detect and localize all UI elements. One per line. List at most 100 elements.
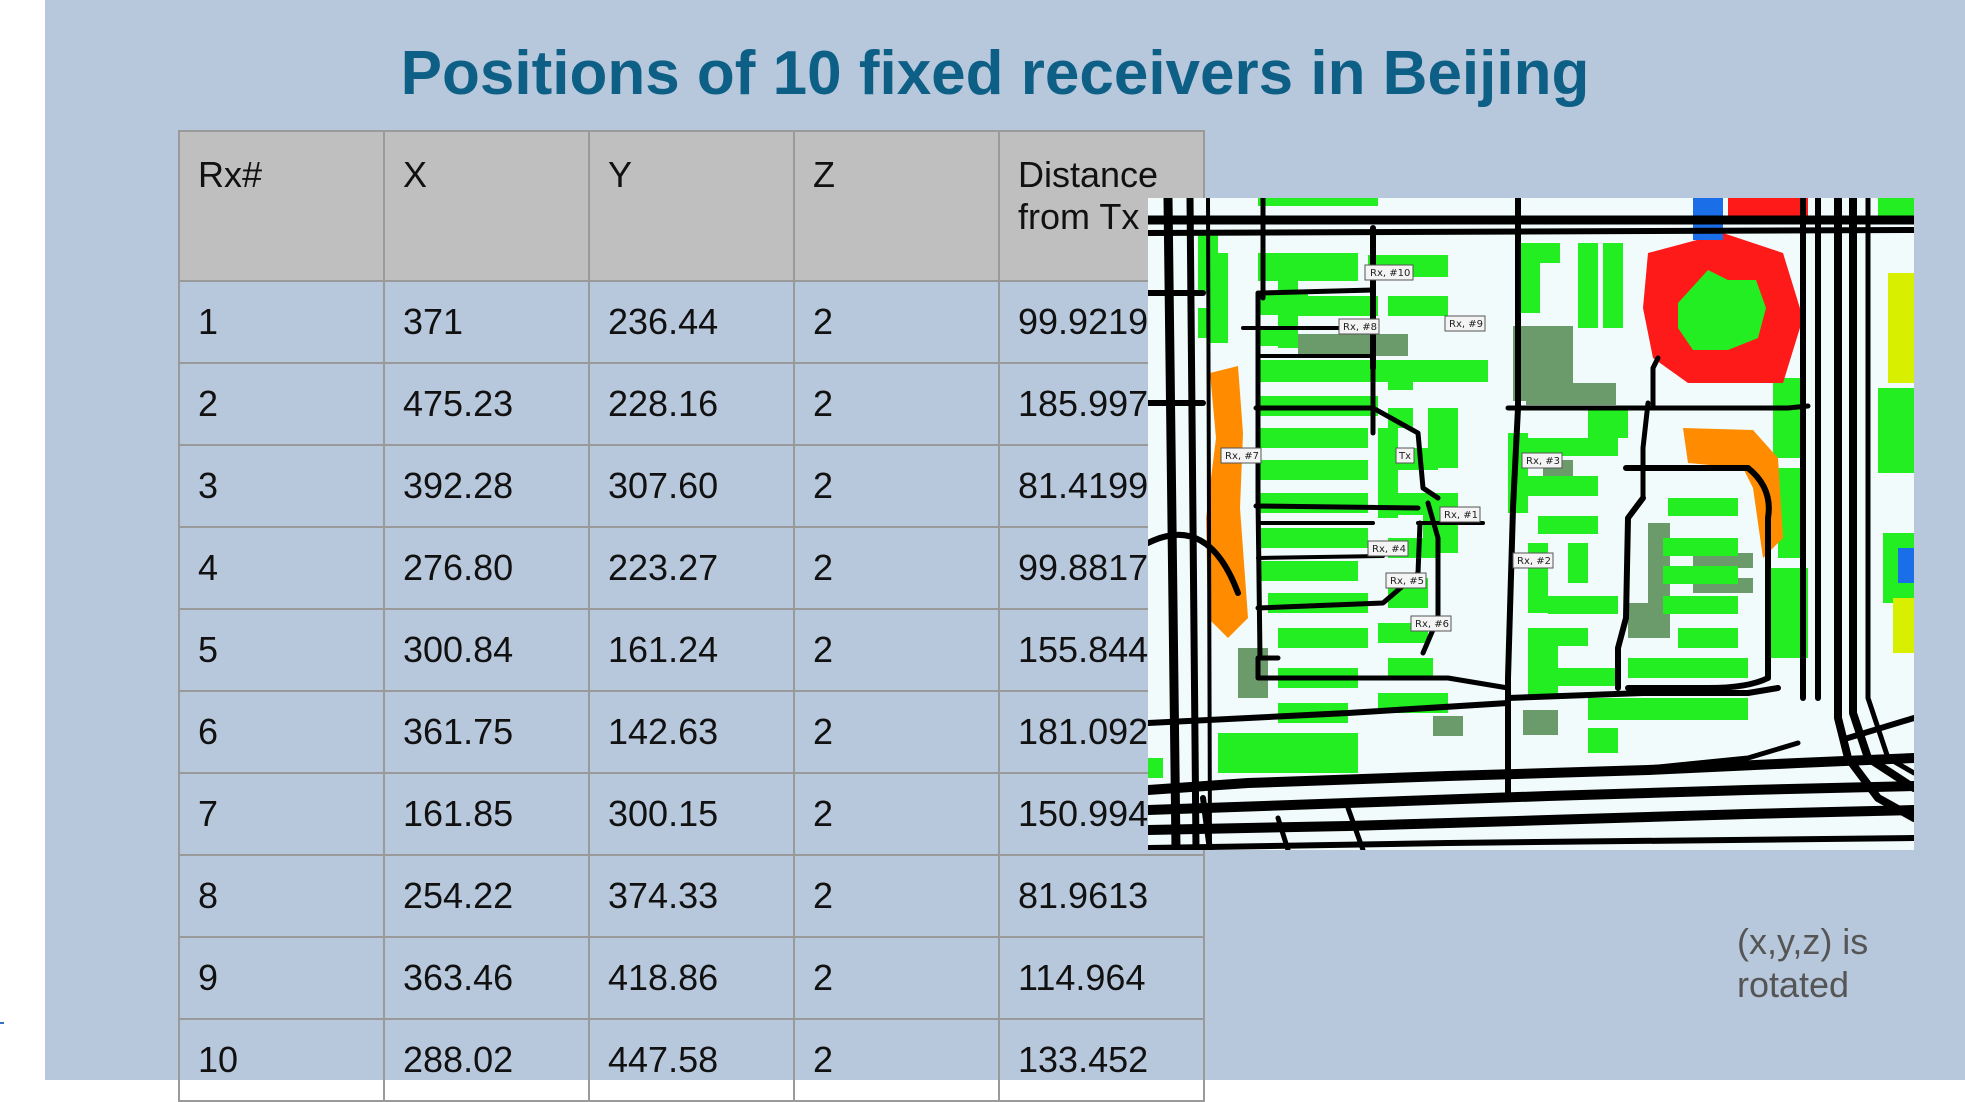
- z-cell: 2: [793, 526, 1000, 610]
- rx3-marker: Rx, #3: [1521, 452, 1563, 469]
- beijing-map: Rx, #10 Rx, #8 Rx, #9 Rx, #7 Tx: [1148, 198, 1914, 850]
- z-cell: 2: [793, 772, 1000, 856]
- tx-label: Tx: [1398, 451, 1411, 462]
- rotation-note: (x,y,z) is rotated: [1737, 920, 1868, 1006]
- rx8-label: Rx, #8: [1343, 322, 1377, 333]
- roads: [1148, 198, 1914, 850]
- x-cell: 288.02: [383, 1018, 590, 1102]
- red-courtyard: [1678, 270, 1766, 350]
- x-cell: 300.84: [383, 608, 590, 692]
- y-cell: 447.58: [588, 1018, 795, 1102]
- z-cell: 2: [793, 1018, 1000, 1102]
- table-row: 7 161.85 300.15 2 150.994: [178, 772, 1205, 856]
- rx-cell: 8: [178, 854, 385, 938]
- y-cell: 236.44: [588, 280, 795, 364]
- table-row: 1 371 236.44 2 99.9219: [178, 280, 1205, 364]
- distance-cell: 81.9613: [998, 854, 1205, 938]
- y-cell: 161.24: [588, 608, 795, 692]
- x-cell: 371: [383, 280, 590, 364]
- rx-cell: 9: [178, 936, 385, 1020]
- header-y: Y: [588, 130, 795, 282]
- rx6-marker: Rx, #6: [1410, 615, 1452, 632]
- header-z: Z: [793, 130, 1000, 282]
- x-cell: 392.28: [383, 444, 590, 528]
- z-cell: 2: [793, 690, 1000, 774]
- x-cell: 254.22: [383, 854, 590, 938]
- rx6-label: Rx, #6: [1415, 619, 1449, 630]
- slide: Positions of 10 fixed receivers in Beiji…: [45, 0, 1965, 1102]
- distance-cell: 114.964: [998, 936, 1205, 1020]
- rx-cell: 6: [178, 690, 385, 774]
- rx-cell: 2: [178, 362, 385, 446]
- rx3-label: Rx, #3: [1526, 456, 1560, 467]
- z-cell: 2: [793, 608, 1000, 692]
- rx1-marker: Rx, #1: [1439, 506, 1481, 523]
- rx7-label: Rx, #7: [1225, 451, 1259, 462]
- y-cell: 300.15: [588, 772, 795, 856]
- distance-cell: 133.452: [998, 1018, 1205, 1102]
- rx10-marker: Rx, #10: [1364, 264, 1414, 281]
- rotation-note-line1: (x,y,z) is: [1737, 921, 1869, 962]
- table-row: 5 300.84 161.24 2 155.844: [178, 608, 1205, 692]
- rx-labels: Rx, #10 Rx, #8 Rx, #9 Rx, #7 Tx: [1220, 264, 1563, 632]
- x-cell: 161.85: [383, 772, 590, 856]
- rx9-marker: Rx, #9: [1444, 315, 1486, 332]
- y-cell: 374.33: [588, 854, 795, 938]
- rx4-label: Rx, #4: [1372, 544, 1406, 555]
- y-cell: 223.27: [588, 526, 795, 610]
- rx5-label: Rx, #5: [1390, 576, 1424, 587]
- table-body: 1 371 236.44 2 99.9219 2 475.23 228.16 2 185.997 3…: [178, 280, 1205, 1102]
- z-cell: 2: [793, 362, 1000, 446]
- header-distance: Distance from Tx: [998, 130, 1205, 282]
- rx8-marker: Rx, #8: [1338, 318, 1380, 335]
- rx2-label: Rx, #2: [1517, 556, 1551, 567]
- table-row: 4 276.80 223.27 2 99.8817: [178, 526, 1205, 610]
- receiver-table: Rx# X Y Z Distance from Tx 1 371 236.44 2 99…: [178, 130, 1205, 1102]
- rx4-marker: Rx, #4: [1367, 540, 1409, 557]
- rotation-note-line2: rotated: [1737, 964, 1850, 1005]
- header-rx: Rx#: [178, 130, 385, 282]
- y-cell: 228.16: [588, 362, 795, 446]
- rx5-marker: Rx, #5: [1385, 572, 1427, 589]
- rx-cell: 3: [178, 444, 385, 528]
- x-cell: 475.23: [383, 362, 590, 446]
- table-row: 9 363.46 418.86 2 114.964: [178, 936, 1205, 1020]
- y-cell: 418.86: [588, 936, 795, 1020]
- header-distance-line2: from Tx: [1018, 196, 1140, 237]
- rx2-marker: Rx, #2: [1512, 552, 1554, 569]
- green-building-top: [1258, 198, 1378, 206]
- rx1-label: Rx, #1: [1444, 510, 1478, 521]
- blue-building-right: [1898, 548, 1914, 583]
- rx9-label: Rx, #9: [1449, 319, 1483, 330]
- z-cell: 2: [793, 854, 1000, 938]
- orange-building-right: [1683, 428, 1783, 558]
- rx-cell: 7: [178, 772, 385, 856]
- header-distance-line1: Distance: [1018, 154, 1159, 195]
- y-cell: 307.60: [588, 444, 795, 528]
- green-building-corner: [1878, 198, 1914, 216]
- orange-building-left: [1206, 366, 1248, 638]
- table-row: 2 475.23 228.16 2 185.997: [178, 362, 1205, 446]
- z-cell: 2: [793, 936, 1000, 1020]
- table-row: 10 288.02 447.58 2 133.452: [178, 1018, 1205, 1102]
- x-cell: 363.46: [383, 936, 590, 1020]
- z-cell: 2: [793, 280, 1000, 364]
- rx-cell: 5: [178, 608, 385, 692]
- rx7-marker: Rx, #7: [1220, 447, 1262, 464]
- x-cell: 361.75: [383, 690, 590, 774]
- rx10-label: Rx, #10: [1370, 268, 1410, 279]
- yellow-building-2: [1893, 598, 1914, 653]
- yellow-building-1: [1888, 273, 1914, 383]
- red-building-top: [1728, 198, 1808, 216]
- y-cell: 142.63: [588, 690, 795, 774]
- left-edge-mark: [0, 1022, 4, 1024]
- z-cell: 2: [793, 444, 1000, 528]
- rx-cell: 1: [178, 280, 385, 364]
- table-header-row: Rx# X Y Z Distance from Tx: [178, 130, 1205, 282]
- table-row: 3 392.28 307.60 2 81.4199: [178, 444, 1205, 528]
- map-svg: Rx, #10 Rx, #8 Rx, #9 Rx, #7 Tx: [1148, 198, 1914, 850]
- rx-cell: 4: [178, 526, 385, 610]
- table-row: 8 254.22 374.33 2 81.9613: [178, 854, 1205, 938]
- header-x: X: [383, 130, 590, 282]
- table-row: 6 361.75 142.63 2 181.092: [178, 690, 1205, 774]
